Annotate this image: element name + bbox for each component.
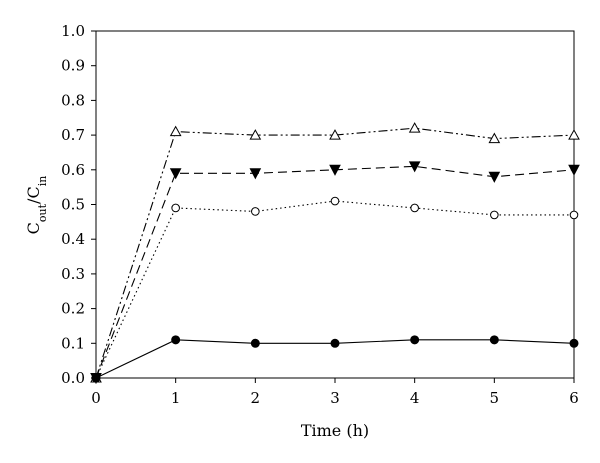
data-point	[410, 203, 419, 213]
data-point	[91, 373, 101, 383]
data-point	[569, 210, 579, 220]
x-tick-label: 4	[410, 389, 420, 407]
data-point	[488, 132, 501, 144]
y-tick-label: 0.7	[61, 126, 85, 144]
x-tick-label: 0	[91, 389, 101, 407]
data-point	[250, 338, 260, 348]
data-point	[568, 129, 580, 140]
series-line	[95, 200, 574, 379]
y-tick-label: 0.1	[61, 334, 85, 352]
data-point	[329, 129, 341, 140]
series-filled-triangle-down	[90, 161, 580, 385]
series-filled-circle	[91, 335, 579, 383]
y-tick-label: 0.4	[61, 230, 85, 248]
y-tick-label: 0.2	[61, 300, 85, 318]
y-tick-label: 0.3	[61, 265, 85, 283]
data-point	[249, 129, 262, 140]
y-tick-label: 1.0	[61, 22, 85, 40]
y-tick-label: 0.6	[61, 161, 85, 179]
x-tick-label: 2	[251, 389, 261, 407]
series-layer	[90, 122, 580, 385]
data-point	[410, 335, 420, 345]
data-point	[489, 335, 499, 345]
x-axis: 0 1 2 3 4 5 6	[91, 378, 579, 407]
data-point	[408, 122, 421, 133]
data-point	[569, 338, 579, 348]
data-point	[408, 161, 421, 173]
y-tick-label: 0.8	[61, 91, 85, 109]
y-axis-title: Cout/Cin	[24, 176, 49, 235]
data-point	[169, 168, 182, 180]
data-point	[488, 171, 501, 183]
x-tick-label: 3	[330, 389, 340, 407]
x-tick-label: 5	[490, 389, 500, 407]
data-point	[330, 338, 340, 348]
data-point	[249, 168, 262, 180]
y-tick-label: 0.9	[61, 57, 85, 75]
y-tick-label: 0.0	[61, 369, 85, 387]
data-point	[329, 164, 341, 176]
x-tick-label: 6	[569, 389, 579, 407]
data-point	[490, 210, 499, 220]
y-axis: 0.0 0.1 0.2 0.3 0.4 0.5 0.6 0.7 0.8 0.9 1.0	[61, 22, 96, 387]
data-point	[171, 335, 181, 345]
series-open-circle	[91, 196, 579, 383]
data-point	[568, 164, 580, 176]
data-point	[251, 207, 260, 216]
data-point	[169, 125, 182, 137]
data-point	[171, 203, 180, 213]
x-tick-label: 1	[171, 389, 181, 407]
y-tick-label: 0.5	[61, 196, 85, 214]
data-point	[330, 196, 340, 206]
x-axis-title: Time (h)	[301, 421, 369, 440]
